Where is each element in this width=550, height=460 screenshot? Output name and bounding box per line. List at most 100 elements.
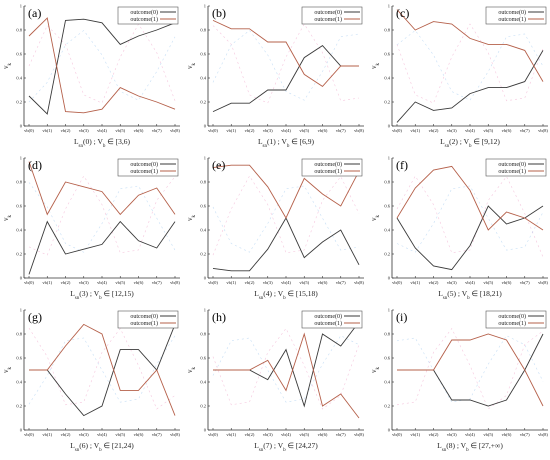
y-tick-label: 0.4 — [16, 380, 22, 385]
chart-panel: 0 0.2 0.4 0.6 0.8 1 vb(0) vb(1) vb(2) vb(3) vb(4) v… — [370, 4, 548, 149]
y-tick-label: 0.6 — [16, 204, 22, 209]
legend: outcome(0)outcome(1) — [117, 158, 179, 177]
y-tick-label: 1 — [204, 308, 206, 313]
legend: outcome(0)outcome(1) — [485, 158, 547, 177]
x-tick-label: vb(1) — [226, 280, 236, 285]
x-tick-label: vb(4) — [465, 128, 475, 133]
y-tick-label: 0.2 — [384, 404, 390, 409]
y-tick-label: 0.4 — [200, 380, 206, 385]
y-tick-label: 0.6 — [16, 356, 22, 361]
series-line — [212, 19, 359, 87]
x-tick-label: vb(6) — [318, 432, 328, 437]
y-tick-label: 0.4 — [200, 76, 206, 81]
y-tick-label: 0.8 — [16, 180, 22, 185]
y-tick-label: 0.2 — [200, 252, 206, 257]
x-tick-label: vb(6) — [318, 280, 328, 285]
legend-box — [485, 310, 547, 329]
x-tick-label: vb(8) — [354, 128, 364, 133]
guide-line — [396, 23, 544, 104]
x-tick-label: vb(3) — [79, 128, 89, 133]
legend-label: outcome(0) — [130, 161, 158, 168]
legend: outcome(0)outcome(1) — [117, 310, 179, 329]
x-tick-label: vb(7) — [520, 280, 530, 285]
y-tick-label: 0 — [20, 276, 23, 281]
y-tick-label: 1 — [388, 308, 390, 313]
x-tick-label: vb(6) — [502, 280, 512, 285]
panel-label: (c) — [396, 6, 409, 20]
x-tick-label: vb(6) — [318, 128, 328, 133]
series-line — [29, 324, 176, 417]
y-tick-label: 0.6 — [384, 356, 390, 361]
series-line — [396, 205, 544, 271]
y-axis-label: vk — [2, 367, 13, 374]
legend-box — [301, 158, 363, 177]
x-tick-label: vb(5) — [115, 280, 125, 285]
legend-box — [301, 310, 363, 329]
x-tick-label: vb(0) — [24, 128, 34, 133]
legend-label: outcome(0) — [314, 9, 342, 16]
panel-label: (e) — [212, 158, 225, 172]
x-tick-label: vb(2) — [429, 128, 439, 133]
x-axis-label: Lsn(4) ; Vb ∈ [15,18) — [254, 289, 318, 301]
y-tick-label: 0.8 — [16, 332, 22, 337]
y-tick-label: 0.2 — [16, 252, 22, 257]
x-tick-label: vb(0) — [208, 128, 218, 133]
y-tick-label: 0.8 — [384, 28, 390, 33]
y-axis-label: vk — [370, 215, 381, 222]
x-axis-label: Lsn(5) ; Vb ∈ [18,21) — [438, 289, 502, 301]
x-tick-label: vb(8) — [354, 280, 364, 285]
x-tick-label: vb(8) — [538, 280, 548, 285]
y-tick-label: 0.4 — [384, 76, 390, 81]
y-tick-label: 1 — [204, 4, 206, 9]
guide-line — [212, 23, 360, 104]
y-tick-label: 0.8 — [384, 332, 390, 337]
x-tick-label: vb(1) — [410, 432, 420, 437]
y-tick-label: 0.8 — [200, 332, 206, 337]
legend-label: outcome(1) — [498, 16, 526, 23]
x-tick-label: vb(7) — [152, 128, 162, 133]
x-tick-label: vb(6) — [134, 280, 144, 285]
x-tick-label: vb(5) — [115, 432, 125, 437]
legend-label: outcome(0) — [130, 9, 158, 16]
x-tick-label: vb(3) — [263, 280, 273, 285]
panel-label: (b) — [212, 6, 226, 20]
chart-panel: 0 0.2 0.4 0.6 0.8 1 vb(0) vb(1) vb(2) vb(3) vb(4) v… — [370, 308, 548, 453]
y-tick-label: 0 — [204, 124, 207, 129]
legend: outcome(0)outcome(1) — [485, 310, 547, 329]
legend-label: outcome(1) — [314, 168, 342, 175]
series-line — [213, 321, 360, 408]
x-tick-label: vb(2) — [429, 432, 439, 437]
y-tick-label: 0.8 — [200, 180, 206, 185]
x-tick-label: vb(3) — [447, 432, 457, 437]
y-axis-label: vk — [186, 367, 197, 374]
y-tick-label: 0.2 — [16, 404, 22, 409]
guide-line — [212, 30, 360, 101]
chart-panel: 0 0.2 0.4 0.6 0.8 1 vb(0) vb(1) vb(2) vb(3) vb(4) v… — [186, 4, 364, 149]
x-tick-label: vb(4) — [465, 432, 475, 437]
y-tick-label: 0.4 — [384, 380, 390, 385]
x-tick-label: vb(0) — [24, 432, 34, 437]
x-tick-label: vb(6) — [502, 432, 512, 437]
legend-box — [485, 6, 547, 25]
y-tick-label: 0 — [388, 124, 391, 129]
x-tick-label: vb(7) — [520, 128, 530, 133]
x-tick-label: vb(0) — [208, 432, 218, 437]
x-axis-label: Lsn(2) ; Vb ∈ [9,12) — [440, 137, 500, 149]
x-tick-label: vb(8) — [354, 432, 364, 437]
panel-label: (f) — [396, 158, 408, 172]
legend-box — [117, 158, 179, 177]
y-tick-label: 0.4 — [16, 228, 22, 233]
x-tick-label: vb(5) — [483, 432, 493, 437]
y-tick-label: 0.2 — [200, 100, 206, 105]
y-tick-label: 0.6 — [384, 52, 390, 57]
guide-line — [396, 175, 544, 258]
panel-label: (a) — [28, 6, 41, 20]
guide-line — [28, 327, 176, 410]
x-tick-label: vb(3) — [263, 432, 273, 437]
x-tick-label: vb(1) — [410, 128, 420, 133]
x-tick-label: vb(4) — [281, 432, 291, 437]
legend-box — [301, 6, 363, 25]
series-line — [28, 220, 176, 275]
legend-label: outcome(0) — [498, 313, 526, 320]
chart-panel: 0 0.2 0.4 0.6 0.8 1 vb(0) vb(1) vb(2) vb(3) vb(4) v… — [2, 156, 180, 301]
